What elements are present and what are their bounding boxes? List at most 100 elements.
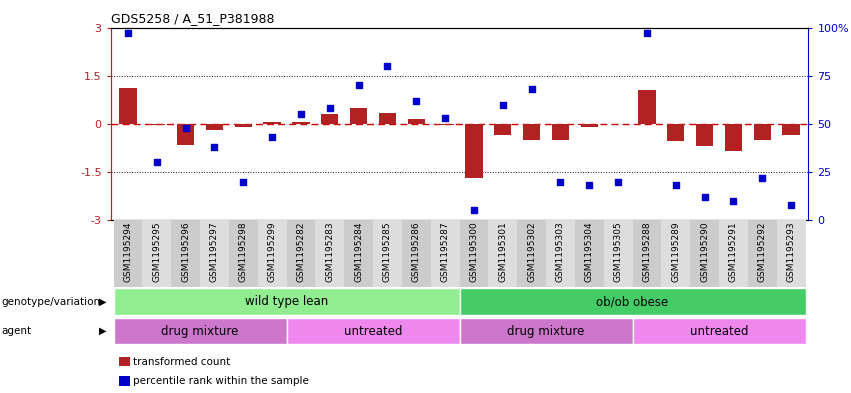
Text: genotype/variation: genotype/variation — [2, 297, 100, 307]
Text: GSM1195302: GSM1195302 — [527, 221, 536, 282]
Point — [323, 105, 337, 112]
Text: GSM1195297: GSM1195297 — [210, 221, 219, 282]
Point — [640, 30, 654, 37]
Bar — [292, 122, 310, 124]
Bar — [350, 108, 368, 124]
Text: GSM1195304: GSM1195304 — [585, 221, 594, 282]
Text: GSM1195291: GSM1195291 — [729, 221, 738, 282]
Point — [179, 125, 192, 131]
Bar — [465, 124, 483, 178]
Bar — [119, 88, 136, 124]
Bar — [264, 122, 281, 124]
Point — [121, 30, 134, 37]
Bar — [402, 220, 431, 287]
Text: GSM1195294: GSM1195294 — [123, 221, 133, 282]
Point — [554, 178, 568, 185]
Point — [150, 159, 163, 165]
Bar — [725, 124, 742, 151]
Bar — [667, 124, 684, 141]
Bar — [229, 220, 258, 287]
Bar — [206, 124, 223, 130]
Point — [266, 134, 279, 140]
Text: GSM1195292: GSM1195292 — [757, 221, 767, 282]
Bar — [748, 220, 777, 287]
Bar — [287, 220, 316, 287]
Text: GSM1195305: GSM1195305 — [614, 221, 623, 282]
Point — [698, 194, 711, 200]
Text: agent: agent — [2, 326, 31, 336]
Text: GSM1195287: GSM1195287 — [441, 221, 449, 282]
Text: untreated: untreated — [344, 325, 403, 338]
Bar — [321, 114, 339, 124]
Text: ▶: ▶ — [99, 297, 106, 307]
Point — [409, 97, 423, 104]
Text: GSM1195284: GSM1195284 — [354, 221, 363, 282]
Bar — [431, 220, 460, 287]
Text: GSM1195299: GSM1195299 — [267, 221, 277, 282]
Text: GSM1195301: GSM1195301 — [499, 221, 507, 282]
Bar — [690, 220, 719, 287]
Text: GSM1195286: GSM1195286 — [412, 221, 420, 282]
Bar — [460, 288, 806, 315]
Bar — [437, 124, 454, 125]
Text: GSM1195293: GSM1195293 — [786, 221, 796, 282]
Text: GSM1195282: GSM1195282 — [296, 221, 306, 282]
Text: drug mixture: drug mixture — [507, 325, 585, 338]
Point — [496, 101, 510, 108]
Point — [467, 207, 481, 213]
Text: wild type lean: wild type lean — [245, 295, 328, 308]
Point — [785, 202, 798, 208]
Bar — [200, 220, 229, 287]
Bar — [783, 124, 800, 135]
Bar — [379, 112, 396, 124]
Bar — [638, 90, 655, 124]
Text: GSM1195283: GSM1195283 — [325, 221, 334, 282]
Point — [237, 178, 250, 185]
Bar — [603, 220, 632, 287]
Bar — [408, 119, 425, 124]
Point — [611, 178, 625, 185]
Point — [727, 198, 740, 204]
Bar — [754, 124, 771, 140]
Bar — [551, 124, 569, 140]
Bar — [171, 220, 200, 287]
Text: GSM1195303: GSM1195303 — [556, 221, 565, 282]
Point — [756, 174, 769, 181]
Text: GSM1195296: GSM1195296 — [181, 221, 190, 282]
Text: GSM1195285: GSM1195285 — [383, 221, 392, 282]
Bar — [460, 318, 632, 344]
Text: GSM1195289: GSM1195289 — [671, 221, 680, 282]
Bar — [488, 220, 517, 287]
Text: percentile rank within the sample: percentile rank within the sample — [133, 376, 309, 386]
Bar — [344, 220, 373, 287]
Point — [525, 86, 539, 92]
Bar — [148, 124, 165, 125]
Bar — [696, 124, 713, 146]
Bar — [523, 124, 540, 140]
Bar — [287, 318, 460, 344]
Bar — [517, 220, 546, 287]
Point — [380, 63, 394, 69]
Bar — [719, 220, 748, 287]
Bar — [235, 124, 252, 127]
Text: ▶: ▶ — [99, 326, 106, 336]
Bar — [632, 220, 661, 287]
Text: GSM1195298: GSM1195298 — [239, 221, 248, 282]
Bar — [258, 220, 287, 287]
Bar — [316, 220, 344, 287]
Text: GSM1195295: GSM1195295 — [152, 221, 162, 282]
Bar — [113, 318, 287, 344]
Bar — [661, 220, 690, 287]
Bar — [373, 220, 402, 287]
Bar — [113, 220, 142, 287]
Point — [582, 182, 596, 189]
Text: ob/ob obese: ob/ob obese — [597, 295, 669, 308]
Point — [669, 182, 683, 189]
Bar — [177, 124, 194, 145]
Bar — [494, 124, 511, 135]
Bar — [113, 288, 460, 315]
Text: transformed count: transformed count — [133, 356, 230, 367]
Bar — [460, 220, 488, 287]
Bar — [142, 220, 171, 287]
Text: GDS5258 / A_51_P381988: GDS5258 / A_51_P381988 — [111, 12, 274, 25]
